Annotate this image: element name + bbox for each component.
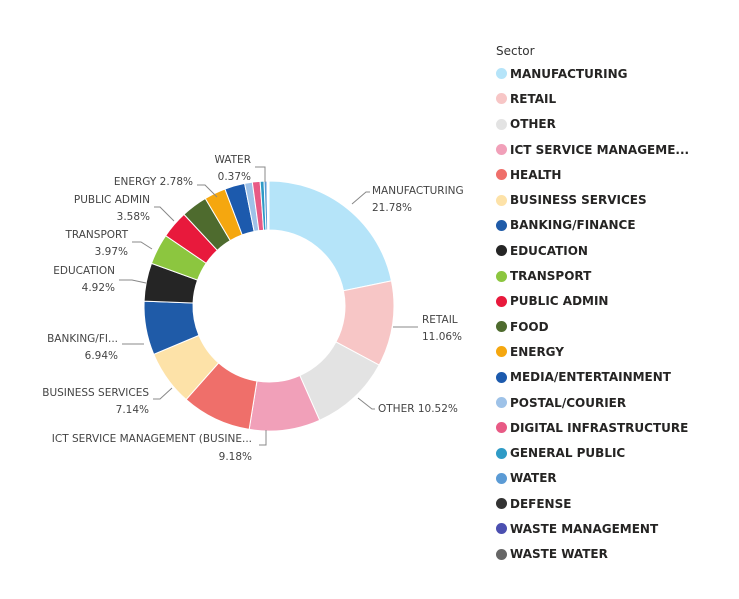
data-label-value-public-admin: 3.58%	[117, 211, 150, 223]
legend-item-digital-infrastructure[interactable]: DIGITAL INFRASTRUCTURE	[496, 415, 689, 440]
legend-label: ICT SERVICE MANAGEME...	[510, 142, 690, 157]
legend-item-food[interactable]: FOOD	[496, 314, 689, 339]
data-label-energy: ENERGY 2.78%	[114, 176, 193, 188]
legend: Sector MANUFACTURING RETAIL OTHER ICT SERVI…	[496, 44, 689, 567]
legend-label: ENERGY	[510, 344, 564, 359]
data-label-value-education: 4.92%	[82, 282, 115, 294]
legend-label: WASTE WATER	[510, 547, 608, 562]
legend-label: BUSINESS SERVICES	[510, 193, 647, 208]
data-label-name-water: WATER	[214, 154, 251, 166]
legend-label: BANKING/FINANCE	[510, 218, 636, 233]
data-label-name-transport: TRANSPORT	[64, 229, 128, 241]
data-label-name-education: EDUCATION	[53, 265, 115, 277]
data-label-value-business-services: 7.14%	[116, 404, 149, 416]
legend-item-health[interactable]: HEALTH	[496, 162, 689, 187]
legend-item-water[interactable]: WATER	[496, 466, 689, 491]
legend-marker-icon	[496, 194, 507, 206]
legend-item-manufacturing[interactable]: MANUFACTURING	[496, 61, 689, 86]
legend-label: OTHER	[510, 117, 556, 132]
data-label-value-retail: 11.06%	[422, 331, 462, 343]
legend-label: MANUFACTURING	[510, 66, 628, 81]
data-labels: MANUFACTURING 21.78% RETAIL 11.06% OTHER 10.…	[42, 154, 463, 463]
legend-item-energy[interactable]: ENERGY	[496, 339, 689, 364]
slices	[143, 180, 395, 432]
leader-line-education	[119, 279, 147, 284]
legend-item-waste-water[interactable]: WASTE WATER	[496, 542, 689, 567]
legend-marker-icon	[496, 371, 507, 383]
legend-marker-icon	[496, 118, 507, 130]
legend-label: POSTAL/COURIER	[510, 395, 627, 410]
leader-line-transport	[132, 241, 153, 250]
data-label-name-manufacturing: MANUFACTURING	[372, 185, 464, 197]
legend-item-education[interactable]: EDUCATION	[496, 238, 689, 263]
legend-marker-icon	[496, 422, 507, 434]
legend-label: GENERAL PUBLIC	[510, 446, 626, 461]
legend-label: WASTE MANAGEMENT	[510, 521, 659, 536]
legend-item-postal-courier[interactable]: POSTAL/COURIER	[496, 390, 689, 415]
leader-line-manufacturing	[351, 191, 370, 205]
legend-marker-icon	[496, 245, 507, 257]
data-label-value-transport: 3.97%	[95, 246, 128, 258]
legend-item-media-entertainment[interactable]: MEDIA/ENTERTAINMENT	[496, 365, 689, 390]
legend-marker-icon	[496, 321, 507, 333]
legend-label: PUBLIC ADMIN	[510, 294, 609, 309]
legend-marker-icon	[496, 169, 507, 181]
legend-item-ict-service-manageme[interactable]: ICT SERVICE MANAGEME...	[496, 137, 689, 162]
legend-marker-icon	[496, 397, 507, 408]
data-label-value-manufacturing: 21.78%	[372, 202, 412, 214]
legend-label: TRANSPORT	[510, 269, 592, 284]
leader-lines	[119, 166, 418, 446]
legend-item-retail[interactable]: RETAIL	[496, 86, 689, 111]
leader-line-business-services	[153, 387, 173, 400]
data-label-value-water: 0.37%	[218, 171, 251, 183]
legend-marker-icon	[496, 219, 507, 231]
legend-marker-icon	[496, 523, 507, 535]
legend-marker-icon	[496, 93, 507, 105]
legend-item-defense[interactable]: DEFENSE	[496, 491, 689, 516]
legend-marker-icon	[496, 498, 507, 510]
legend-label: RETAIL	[510, 91, 557, 106]
legend-label: MEDIA/ENTERTAINMENT	[510, 370, 671, 385]
legend-marker-icon	[496, 144, 507, 156]
data-label-name-public-admin: PUBLIC ADMIN	[74, 194, 150, 206]
legend-label: WATER	[510, 471, 557, 486]
legend-item-business-services[interactable]: BUSINESS SERVICES	[496, 187, 689, 212]
leader-line-energy	[197, 184, 218, 198]
legend-label: DIGITAL INFRASTRUCTURE	[510, 420, 689, 435]
legend-marker-icon	[496, 295, 507, 307]
legend-marker-icon	[496, 447, 507, 459]
legend-label: HEALTH	[510, 167, 562, 182]
slice-manufacturing[interactable]	[268, 180, 393, 292]
data-label-value-ict-service-manageme: 9.18%	[219, 451, 252, 463]
data-label-name-retail: RETAIL	[422, 314, 458, 326]
data-label-other: OTHER 10.52%	[378, 403, 458, 415]
legend-item-other[interactable]: OTHER	[496, 112, 689, 137]
legend-item-waste-management[interactable]: WASTE MANAGEMENT	[496, 516, 689, 541]
legend-marker-icon	[496, 472, 507, 484]
leader-line-other	[357, 397, 375, 410]
legend-items: MANUFACTURING RETAIL OTHER ICT SERVICE MANA…	[496, 61, 689, 567]
data-label-name-banking-finance: BANKING/FI...	[47, 333, 118, 345]
data-label-name-business-services: BUSINESS SERVICES	[42, 387, 149, 399]
legend-item-general-public[interactable]: GENERAL PUBLIC	[496, 440, 689, 465]
legend-marker-icon	[496, 68, 507, 80]
leader-line-public-admin	[154, 206, 175, 222]
leader-line-water	[255, 166, 266, 182]
leader-line-ict-service-manageme	[259, 430, 267, 446]
legend-label: FOOD	[510, 319, 549, 334]
legend-marker-icon	[496, 548, 507, 560]
legend-title: Sector	[496, 44, 535, 58]
legend-marker-icon	[496, 346, 507, 358]
data-label-value-banking-finance: 6.94%	[85, 350, 118, 362]
legend-label: EDUCATION	[510, 243, 588, 258]
legend-item-transport[interactable]: TRANSPORT	[496, 263, 689, 288]
legend-marker-icon	[496, 270, 507, 282]
legend-item-public-admin[interactable]: PUBLIC ADMIN	[496, 289, 689, 314]
legend-label: DEFENSE	[510, 496, 572, 511]
legend-item-banking-finance[interactable]: BANKING/FINANCE	[496, 213, 689, 238]
data-label-name-ict-service-manageme: ICT SERVICE MANAGEMENT (BUSINE...	[52, 433, 252, 445]
